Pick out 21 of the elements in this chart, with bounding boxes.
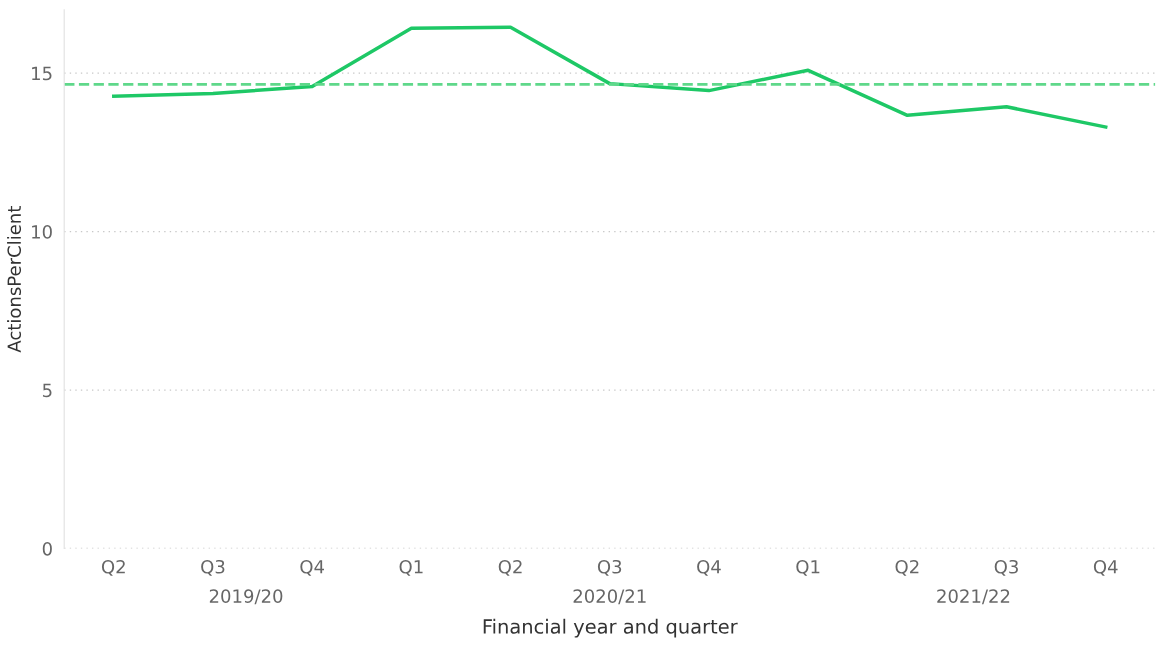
x-tick-label: Q3 [994,559,1018,576]
text: 2020/21 [573,589,646,605]
y-tick-label: 5 [42,383,52,398]
y-tick-label: 15 [32,66,52,81]
y-axis-title: ActionsPerClient [7,206,22,353]
x-tick-label: Q4 [1093,559,1118,576]
x-tick-label: Q4 [300,559,325,576]
x-tick-label: Q2 [895,559,919,576]
x-tick-label: Q3 [201,559,225,576]
x-tick-label: Q1 [796,559,820,576]
text: 2019/20 [209,589,283,605]
x-axis-title: Financial year and quarter [483,618,738,638]
x-tick-label: Q2 [101,559,125,576]
x-tick-label: Q3 [597,559,622,576]
x-tick-label: Q4 [697,559,721,576]
line-series [112,25,1108,129]
y-tick-label: 10 [32,225,52,239]
x-tick-label: Q1 [399,559,423,576]
y-tick-label: 0 [42,541,52,556]
x-tick-label: Q2 [498,559,522,576]
text: 2021/22 [937,589,1010,605]
